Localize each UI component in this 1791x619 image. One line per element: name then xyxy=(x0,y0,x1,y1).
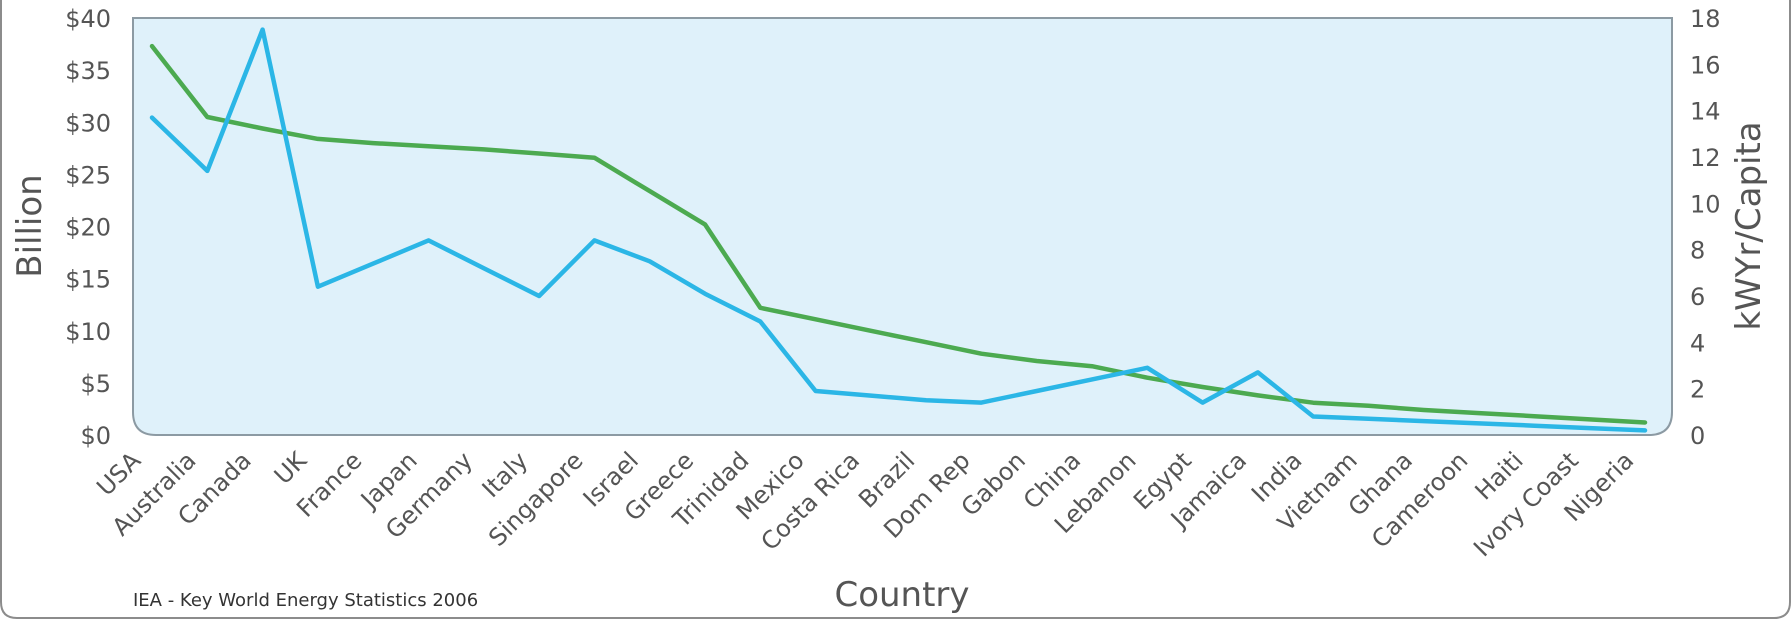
y-tick-label: $20 xyxy=(65,214,111,242)
y-tick-label: $0 xyxy=(80,422,111,450)
y2-tick-label: 8 xyxy=(1690,237,1705,265)
left-axis-ticks: $0 $5 $10 $15 $20 $25 $30 $35 $40 xyxy=(65,5,111,450)
y2-tick-label: 4 xyxy=(1690,329,1705,357)
y2-tick-label: 14 xyxy=(1690,98,1721,126)
plot-area xyxy=(132,17,1673,436)
y-tick-label: $35 xyxy=(65,57,111,85)
y-axis-title: Billion xyxy=(10,174,50,277)
y2-tick-label: 0 xyxy=(1690,422,1705,450)
y2-tick-label: 6 xyxy=(1690,283,1705,311)
y2-tick-label: 16 xyxy=(1690,51,1721,79)
series-line-right-axis xyxy=(149,27,1648,433)
y2-tick-label: 12 xyxy=(1690,144,1721,172)
series-line-left-axis xyxy=(149,43,1648,425)
y2-tick-label: 18 xyxy=(1690,5,1721,33)
y-tick-label: $30 xyxy=(65,109,111,137)
x-tick-label: UK xyxy=(269,446,313,490)
y2-axis-title: kWYr/Capita xyxy=(1729,121,1769,330)
y-tick-label: $10 xyxy=(65,318,111,346)
y2-tick-label: 10 xyxy=(1690,190,1721,218)
y-tick-label: $40 xyxy=(65,5,111,33)
y2-tick-label: 2 xyxy=(1690,376,1705,404)
right-axis-ticks: 0 2 4 6 8 10 12 14 16 18 xyxy=(1690,5,1721,450)
source-note: IEA - Key World Energy Statistics 2006 xyxy=(133,590,478,611)
y-tick-label: $15 xyxy=(65,266,111,294)
y-tick-label: $25 xyxy=(65,161,111,189)
x-axis-title: Country xyxy=(834,575,969,615)
y-tick-label: $5 xyxy=(80,370,111,398)
series-lines xyxy=(149,27,1648,433)
